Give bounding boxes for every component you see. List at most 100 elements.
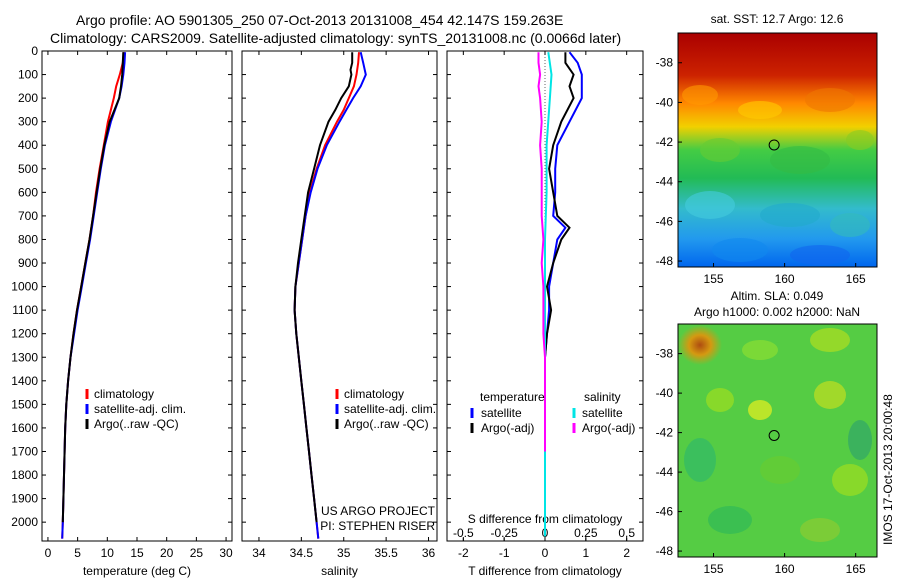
panel-annotation: US ARGO PROJECT [321,504,436,518]
y-tick-label: 1900 [11,492,38,506]
panel-annotation: PI: STEPHEN RISER [320,519,435,533]
sst-patch [682,85,718,105]
map-x-tick-label: 165 [846,562,866,576]
x-tick-label: 35 [337,546,351,560]
map-y-tick-label: -42 [656,426,674,440]
x-tick-label: 5 [74,546,81,560]
map-x-tick-label: 155 [704,562,724,576]
series-line [537,52,546,452]
legend-label: satellite-adj. clim. [94,402,186,416]
legend-label: climatology [94,387,154,401]
y-tick-label: 200 [18,91,38,105]
x-tick-label: -1 [499,546,510,560]
legend-label: climatology [344,387,404,401]
y-tick-label: 1800 [11,468,38,482]
map-y-tick-label: -42 [656,135,674,149]
y-tick-label: 1300 [11,350,38,364]
x-tick-label: 20 [160,546,174,560]
x2-tick-label: -0.25 [490,526,518,540]
x2-tick-label: 0.5 [618,526,635,540]
legend-heading: temperature [480,390,545,404]
map-title: sat. SST: 12.7 Argo: 12.6 [711,12,844,26]
map-side-label: IMOS 17-Oct-2013 20:00:48 [881,394,895,545]
legend-label: Argo(..raw -QC) [344,417,429,431]
map-image-sla-map [678,324,877,557]
plot-title-line1: Argo profile: AO 5901305_250 07-Oct-2013… [76,12,564,28]
x-tick-label: 36 [422,546,436,560]
legend-heading: salinity [584,390,621,404]
x-tick-label: 1 [582,546,589,560]
map-y-tick-label: -46 [656,214,674,228]
y-tick-label: 700 [18,209,38,223]
sla-patch [706,388,734,412]
x-tick-label: 0 [45,546,52,560]
legend-label: Argo(..raw -QC) [94,417,179,431]
x-tick-label: 35.5 [374,546,398,560]
map-y-tick-label: -44 [656,175,674,189]
x-axis-label: temperature (deg C) [83,564,191,578]
sst-patch [846,130,874,150]
map-y-tick-label: -38 [656,347,674,361]
y-tick-label: 1500 [11,397,38,411]
y-tick-label: 1700 [11,444,38,458]
sst-patch [790,245,850,265]
x-tick-label: 25 [190,546,204,560]
map-x-tick-label: 165 [846,272,866,286]
map-frame [677,323,878,558]
map-y-tick-label: -40 [656,386,674,400]
sst-patch [685,191,735,219]
map-frame [677,32,878,268]
sla-patch [848,420,872,460]
argo-position-marker [768,430,780,442]
x-tick-label: 10 [101,546,115,560]
map-y-tick-label: -40 [656,95,674,109]
panel-frame-temperature-panel [41,50,233,542]
y-tick-label: 1200 [11,327,38,341]
sst-patch [805,88,855,112]
argo-position-marker [768,139,780,151]
legend-label: Argo(-adj) [481,421,534,435]
y-tick-label: 800 [18,232,38,246]
y-tick-label: 900 [18,256,38,270]
sst-patch [712,238,768,262]
sla-patch [684,438,716,482]
map-image-sst-map [678,33,877,267]
sst-patch [770,146,830,174]
legend-label: satellite [481,406,522,420]
y-tick-label: 400 [18,138,38,152]
sst-patch [830,213,870,237]
legend-label: Argo(-adj) [582,421,635,435]
map-subtitle: Argo h1000: 0.002 h2000: NaN [694,305,860,319]
x-tick-label: 34.5 [290,546,314,560]
y-tick-label: 100 [18,68,38,82]
x-tick-label: 0 [542,546,549,560]
x-tick-label: 34 [252,546,266,560]
y-tick-label: 1000 [11,280,38,294]
x-tick-label: 30 [219,546,233,560]
map-y-tick-label: -38 [656,56,674,70]
panel-frame-salinity-panel [241,50,438,542]
sla-patch [678,325,722,365]
y-tick-label: 600 [18,185,38,199]
x-tick-label: 15 [130,546,144,560]
map-y-tick-label: -48 [656,544,674,558]
sst-patch [700,138,740,162]
x-axis-label: salinity [321,564,358,578]
map-x-tick-label: 155 [704,272,724,286]
sst-patch [738,101,782,119]
sla-patch [742,340,778,360]
y-tick-label: 1600 [11,421,38,435]
map-title: Altim. SLA: 0.049 [731,289,824,303]
plot-title-line2: Climatology: CARS2009. Satellite-adjuste… [50,30,622,46]
sla-patch [748,400,772,420]
sla-patch [814,381,846,409]
x2-tick-label: -0.5 [453,526,474,540]
sla-patch [708,506,752,534]
map-x-tick-label: 160 [775,272,795,286]
sla-patch [810,328,850,352]
y-tick-label: 0 [31,44,38,58]
map-y-tick-label: -48 [656,254,674,268]
map-x-tick-label: 160 [775,562,795,576]
y-tick-label: 500 [18,162,38,176]
